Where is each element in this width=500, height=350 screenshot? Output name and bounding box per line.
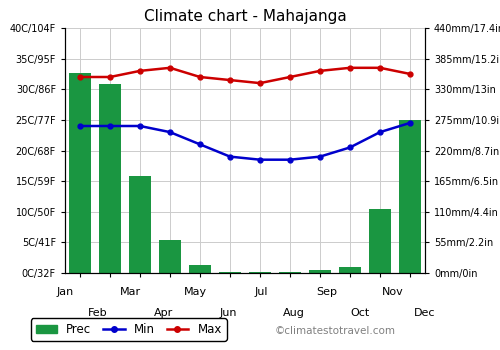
Bar: [279, 272, 301, 273]
Bar: [69, 72, 91, 273]
Legend: Prec, Min, Max: Prec, Min, Max: [31, 318, 226, 341]
Title: Climate chart - Mahajanga: Climate chart - Mahajanga: [144, 9, 346, 24]
Text: Nov: Nov: [382, 287, 403, 297]
Text: Mar: Mar: [120, 287, 141, 297]
Text: Jun: Jun: [220, 308, 238, 318]
Text: Aug: Aug: [283, 308, 305, 318]
Text: Jan: Jan: [56, 287, 74, 297]
Bar: [159, 240, 181, 273]
Text: Feb: Feb: [88, 308, 108, 318]
Bar: [249, 272, 271, 273]
Bar: [99, 84, 121, 273]
Text: May: May: [184, 287, 208, 297]
Text: Jul: Jul: [254, 287, 268, 297]
Bar: [129, 176, 151, 273]
Bar: [309, 270, 331, 273]
Text: Apr: Apr: [154, 308, 173, 318]
Bar: [189, 265, 211, 273]
Bar: [369, 209, 391, 273]
Bar: [399, 120, 421, 273]
Text: Dec: Dec: [414, 308, 436, 318]
Bar: [219, 272, 241, 273]
Text: Oct: Oct: [350, 308, 369, 318]
Text: ©climatestotravel.com: ©climatestotravel.com: [275, 326, 396, 336]
Text: Sep: Sep: [316, 287, 338, 297]
Bar: [339, 267, 361, 273]
